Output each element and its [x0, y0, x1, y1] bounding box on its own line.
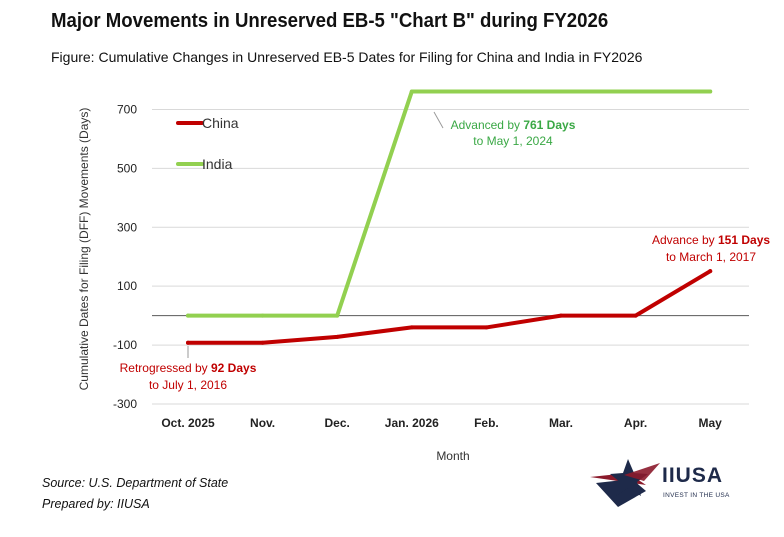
x-tick-label: Dec.	[325, 416, 350, 430]
y-tick-label: 100	[117, 279, 137, 293]
x-tick-label: Feb.	[474, 416, 499, 430]
data-point-india	[409, 89, 414, 94]
data-point-china	[633, 313, 638, 318]
data-point-china	[484, 325, 489, 330]
annotation-china-up-line1: Advance by 151 Days	[652, 233, 770, 247]
data-point-india	[335, 313, 340, 318]
x-tick-label: Nov.	[250, 416, 275, 430]
data-point-india	[633, 89, 638, 94]
series-line-china	[186, 269, 713, 345]
data-point-china	[260, 340, 265, 345]
y-tick-label: 500	[117, 161, 137, 175]
data-point-india	[708, 89, 713, 94]
y-tick-label: 300	[117, 220, 137, 234]
y-tick-label: -300	[113, 397, 137, 411]
x-tick-label: Mar.	[549, 416, 573, 430]
annotation-leader-line	[433, 111, 444, 129]
x-tick-label: Oct. 2025	[161, 416, 215, 430]
prepared-note: Prepared by: IIUSA	[42, 497, 150, 511]
data-point-china	[708, 269, 713, 274]
legend-label-china: China	[202, 115, 239, 131]
x-tick-label: Jan. 2026	[385, 416, 439, 430]
data-point-china	[409, 325, 414, 330]
data-point-china	[186, 340, 190, 345]
series-line-india	[186, 89, 713, 318]
annotation-china-down-line2: to July 1, 2016	[149, 378, 227, 392]
source-note: Source: U.S. Department of State	[42, 476, 229, 490]
x-tick-label: May	[699, 416, 723, 430]
annotation-china-up-line2: to March 1, 2017	[666, 250, 756, 264]
logo-wordmark: IIUSA	[662, 464, 724, 487]
data-point-india	[260, 313, 265, 318]
data-point-india	[484, 89, 489, 94]
data-point-india	[559, 89, 563, 94]
y-axis-title: Cumulative Dates for Filing (DFF) Moveme…	[77, 108, 91, 391]
y-tick-label: 700	[117, 102, 137, 116]
annotation-china-down-line1: Retrogressed by 92 Days	[120, 361, 257, 375]
data-point-china	[559, 313, 563, 318]
figure-caption: Figure: Cumulative Changes in Unreserved…	[51, 49, 643, 65]
iiusa-logo-icon	[590, 459, 660, 507]
annotation-india-line2: to May 1, 2024	[473, 134, 553, 148]
data-point-china	[335, 334, 340, 339]
legend-label-india: India	[202, 156, 233, 172]
x-axis-title: Month	[436, 449, 469, 463]
data-point-india	[186, 313, 190, 318]
annotation-india-line1: Advanced by 761 Days	[451, 118, 576, 132]
y-tick-label: -100	[113, 338, 137, 352]
logo-tagline: INVEST IN THE USA	[663, 492, 730, 499]
page-title: Major Movements in Unreserved EB-5 "Char…	[51, 10, 609, 32]
x-tick-label: Apr.	[624, 416, 647, 430]
